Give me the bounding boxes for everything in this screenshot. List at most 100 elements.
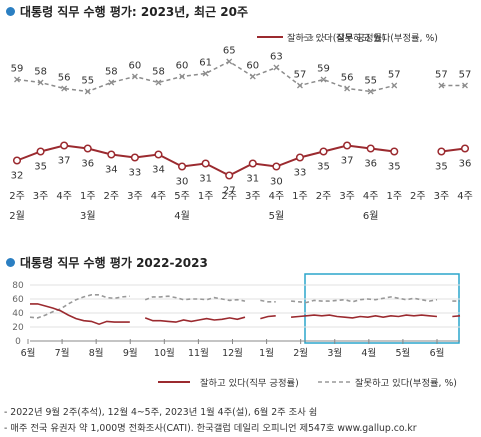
approve-data-label: 27	[223, 186, 236, 197]
x-tick-label: 12월	[222, 347, 243, 359]
chart1-svg: 잘하고 있다(직무 긍정률)× 잘못하고 있다(부정률, %) 59 58 56 55 58…	[9, 32, 473, 222]
approve-point-marker	[295, 153, 304, 162]
x-tick-label: 2주	[410, 191, 426, 202]
disapprove-point-marker	[155, 79, 162, 86]
month-label: 4월	[174, 210, 190, 222]
x-tick-label: 4주	[457, 191, 473, 202]
approve-series-line	[144, 316, 246, 323]
approve-data-label: 36	[364, 159, 377, 170]
x-tick-label: 1월	[259, 347, 274, 359]
disapprove-data-label: 57	[459, 70, 472, 81]
disapprove-data-label: 57	[435, 70, 448, 81]
approve-data-label: 35	[388, 162, 401, 173]
disapprove-series-line	[290, 296, 438, 304]
x-tick-label: 2주	[104, 191, 120, 202]
disapprove-point-marker	[84, 88, 91, 95]
x-tick-label: 10월	[154, 347, 175, 359]
disapprove-data-label: 55	[364, 76, 377, 87]
x-tick-label: 11월	[188, 347, 209, 359]
x-tick-label: 4월	[361, 347, 376, 359]
disapprove-series-line	[16, 60, 395, 93]
approve-data-label: 31	[246, 174, 259, 185]
recent-20-weeks-highlight	[304, 273, 460, 344]
bullet-dot-icon	[6, 7, 15, 16]
disapprove-series-line	[260, 299, 276, 303]
x-tick-label: 8월	[89, 347, 104, 359]
legend-approve-label: 잘하고 있다(직무 긍정률)	[200, 377, 299, 389]
bullet-dot-icon	[6, 258, 15, 267]
disapprove-data-label: 56	[341, 73, 354, 84]
disapprove-point-marker	[438, 82, 445, 89]
disapprove-point-marker	[131, 73, 138, 80]
y-tick-label: 40	[12, 309, 24, 319]
legend-disapprove-label: 잘못하고 있다(부정률, %)	[336, 32, 438, 44]
approve-data-label: 35	[34, 162, 47, 173]
approve-point-marker	[107, 150, 116, 159]
disapprove-data-label: 58	[152, 67, 165, 78]
legend-disapprove-label: 잘못하고 있다(부정률, %)	[355, 377, 457, 389]
x-tick-label: 3월	[327, 347, 342, 359]
footnote-1: - 2022년 9월 2주(추석), 12월 4~5주, 2023년 1월 4주…	[4, 407, 318, 418]
approve-data-label: 33	[294, 168, 307, 179]
x-tick-label: 3주	[339, 191, 355, 202]
x-tick-label: 2주	[221, 191, 237, 202]
approve-data-label: 35	[435, 162, 448, 173]
x-tick-label: 1주	[80, 191, 96, 202]
approve-point-marker	[343, 141, 352, 150]
approve-data-label: 36	[81, 159, 94, 170]
disapprove-point-marker	[61, 85, 68, 92]
disapprove-data-label: 63	[270, 52, 283, 63]
disapprove-point-marker	[344, 85, 351, 92]
disapprove-data-label: 60	[129, 61, 142, 72]
approve-data-label: 36	[459, 159, 472, 170]
approve-point-marker	[178, 162, 187, 171]
x-tick-label: 5주	[174, 191, 190, 202]
x-tick-label: 9월	[123, 347, 138, 359]
x-tick-label: 7월	[55, 347, 70, 359]
disapprove-data-label: 58	[34, 67, 47, 78]
x-tick-label: 2주	[9, 191, 25, 202]
disapprove-point-marker	[249, 73, 256, 80]
disapprove-data-label: 58	[105, 67, 118, 78]
x-tick-label: 3주	[434, 191, 450, 202]
y-tick-label: 20	[12, 323, 24, 333]
disapprove-point-marker	[37, 79, 44, 86]
disapprove-point-marker	[179, 73, 186, 80]
approve-data-label: 35	[317, 162, 330, 173]
x-tick-label: 4주	[363, 191, 379, 202]
disapprove-point-marker	[108, 79, 115, 86]
month-label: 2월	[9, 210, 25, 222]
x-tick-label: 3주	[245, 191, 261, 202]
disapprove-point-marker	[296, 82, 303, 89]
x-tick-label: 4주	[151, 191, 167, 202]
approve-point-marker	[390, 147, 399, 156]
month-label: 5월	[269, 210, 285, 222]
legend-approve-label: 잘하고 있다(직무 긍정률)	[287, 32, 386, 44]
approve-point-marker	[154, 150, 163, 159]
approve-point-marker	[248, 159, 257, 168]
disapprove-data-label: 56	[58, 73, 71, 84]
x-tick-label: 1주	[198, 191, 214, 202]
approve-point-marker	[366, 144, 375, 153]
disapprove-data-label: 59	[317, 64, 330, 75]
approve-point-marker	[201, 159, 210, 168]
approve-point-marker	[60, 141, 69, 150]
approve-data-label: 37	[341, 156, 354, 167]
legend-x-marker: ×	[307, 34, 315, 44]
approve-point-marker	[130, 153, 139, 162]
approve-data-label: 34	[105, 165, 118, 176]
x-tick-label: 5월	[396, 347, 411, 359]
x-tick-label: 4주	[56, 191, 72, 202]
approve-point-marker	[83, 144, 92, 153]
disapprove-data-label: 55	[81, 76, 94, 87]
approve-data-label: 37	[58, 156, 71, 167]
disapprove-point-marker	[320, 76, 327, 83]
disapprove-data-label: 57	[388, 70, 401, 81]
y-tick-label: 80	[12, 281, 24, 291]
approve-point-marker	[12, 156, 22, 165]
disapprove-data-label: 57	[294, 70, 307, 81]
x-tick-label: 1주	[386, 191, 402, 202]
disapprove-point-marker	[367, 88, 374, 95]
x-tick-label: 1주	[292, 191, 308, 202]
month-label: 6월	[363, 210, 379, 222]
